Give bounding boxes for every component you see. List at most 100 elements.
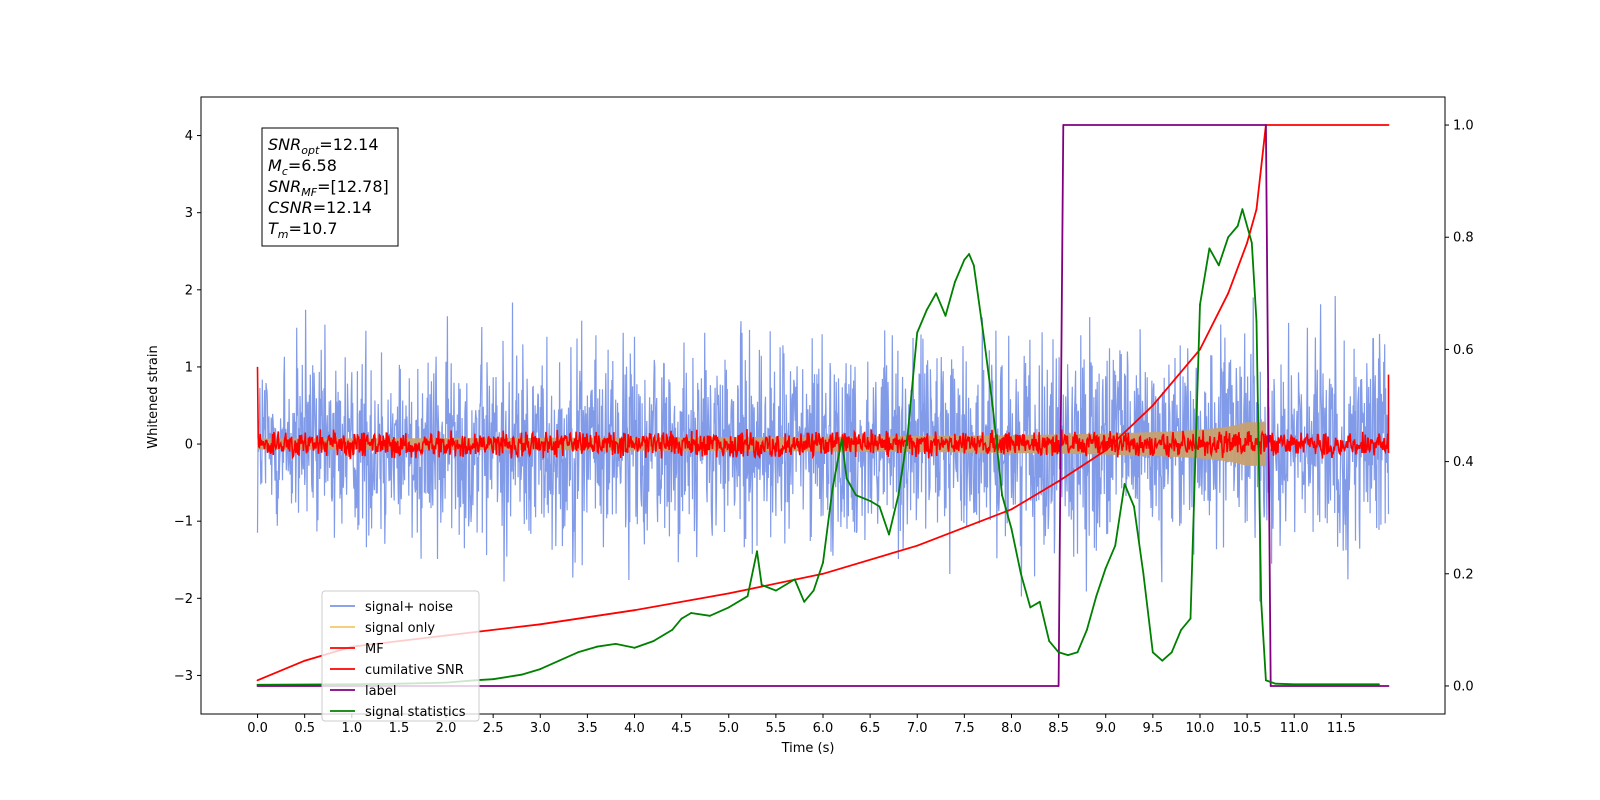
series-signal-statistics-point xyxy=(803,601,805,603)
series-mf-line xyxy=(256,366,1390,460)
series-cumulative-snr-segment xyxy=(1255,124,1267,211)
series-signal-statistics-segment xyxy=(1086,595,1098,631)
series-signal-statistics-segment xyxy=(1170,629,1182,654)
series-label-segment xyxy=(1265,124,1272,687)
x-tick-label: 5.0 xyxy=(718,721,739,736)
series-signal-statistics-segment xyxy=(916,309,928,334)
series-signal-statistics-segment xyxy=(1208,247,1220,267)
x-tick-label: 5.5 xyxy=(766,721,787,736)
series-cumulative-snr-point xyxy=(539,623,541,625)
series-signal-statistics-point xyxy=(855,494,857,496)
series-signal-statistics-point xyxy=(520,674,523,676)
legend-label: signal statistics xyxy=(365,705,466,720)
series-label-point xyxy=(1058,685,1060,687)
series-signal-statistics-segment xyxy=(897,432,909,497)
series-signal-statistics-point xyxy=(615,643,617,645)
y2-tick-label: 1.0 xyxy=(1453,119,1474,134)
series-signal-statistics-segment xyxy=(855,494,871,502)
series-signal-statistics-segment xyxy=(1114,483,1126,547)
x-tick-label: 2.0 xyxy=(436,721,457,736)
info-box-line: Mc=6.58 xyxy=(268,156,337,178)
axes: 0.0 0.5 1.0 1.5 2.0 2.5 3.0 3.5 4.0 4.5 5.0 5.5 6.0 6… xyxy=(174,96,1474,736)
series-signal-statistics-point xyxy=(1241,208,1243,210)
series-signal-statistics-segment xyxy=(793,578,806,603)
series-signal-statistics-point xyxy=(1274,683,1276,685)
y-tick-label: −2 xyxy=(174,592,193,607)
x-tick-label: 10.5 xyxy=(1233,721,1262,736)
legend: signal+ noise signal only MF cumilative SNR… xyxy=(321,590,480,722)
plot-area xyxy=(256,124,1390,687)
legend-label: MF xyxy=(365,642,384,657)
series-cumulative-snr-point xyxy=(1246,242,1248,244)
series-signal-statistics-point xyxy=(1189,618,1192,620)
series-signal-statistics-segment xyxy=(520,668,542,676)
series-signal-statistics-segment xyxy=(775,578,796,592)
series-signal-statistics-point xyxy=(926,309,928,311)
x-tick-label: 7.5 xyxy=(954,721,975,736)
x-tick-label: 0.0 xyxy=(247,721,268,736)
series-signal-statistics-segment xyxy=(1199,247,1211,306)
series-signal-statistics-segment xyxy=(991,404,1003,497)
x-tick-label: 1.0 xyxy=(341,721,362,736)
series-signal-statistics-segment xyxy=(1260,600,1267,682)
series-signal-statistics-segment xyxy=(1161,651,1173,662)
series-signal-statistics-segment xyxy=(577,648,589,654)
series-signal-statistics-point xyxy=(558,660,560,662)
series-signal-statistics-segment xyxy=(1189,303,1201,620)
series-signal-statistics-point xyxy=(690,612,692,614)
x-axis-label: Time (s) xyxy=(781,741,835,756)
series-signal-statistics-point xyxy=(973,264,975,266)
series-cumulative-snr-segment xyxy=(822,544,919,575)
x-tick-label: 11.0 xyxy=(1280,721,1309,736)
y2-tick-label: 0.6 xyxy=(1453,343,1474,358)
series-signal-statistics-point xyxy=(1058,651,1060,653)
series-signal-statistics-point xyxy=(1095,595,1097,597)
series-cumulative-snr-point xyxy=(1152,404,1154,407)
series-signal-statistics-segment xyxy=(982,331,994,407)
series-signal-statistics-point xyxy=(1265,679,1267,681)
series-label-point xyxy=(1387,685,1390,687)
series-signal-statistics-segment xyxy=(1250,241,1258,323)
series-label-point xyxy=(256,685,259,687)
y-tick-label: 2 xyxy=(185,283,193,298)
series-cumulative-snr-point xyxy=(916,545,918,547)
series-signal-statistics-point xyxy=(888,533,890,536)
series-signal-statistics-segment xyxy=(878,505,890,536)
series-signal-statistics-segment xyxy=(1095,567,1107,598)
series-cumulative-snr-segment xyxy=(1151,348,1201,407)
series-cumulative-snr-point xyxy=(1058,480,1060,482)
series-signal-statistics-point xyxy=(1237,225,1239,227)
series-cumulative-snr-point xyxy=(1105,449,1107,451)
series-signal-statistics-segment xyxy=(1048,640,1060,654)
series-signal-statistics-point xyxy=(652,640,655,642)
series-signal-statistics-segment xyxy=(1255,320,1263,603)
series-signal-statistics-segment xyxy=(539,659,560,670)
x-tick-label: 2.5 xyxy=(483,721,504,736)
series-signal-statistics-point xyxy=(954,281,956,283)
series-signal-statistics-point xyxy=(1180,629,1182,631)
series-signal-statistics-segment xyxy=(822,488,834,564)
series-signal-statistics-point xyxy=(1105,567,1107,569)
series-signal-statistics-point xyxy=(841,438,843,440)
series-signal-noise-line xyxy=(256,295,1390,602)
series-signal-statistics-segment xyxy=(1076,629,1088,654)
series-signal-statistics-segment xyxy=(727,595,749,609)
series-signal-statistics-point xyxy=(1086,629,1088,631)
series-signal-statistics-segment xyxy=(1067,651,1079,656)
series-signal-statistics-segment xyxy=(1029,600,1041,609)
series-signal-statistics-point xyxy=(539,668,541,670)
series-signal-statistics-point xyxy=(1199,303,1201,306)
series-signal-statistics-segment xyxy=(1180,617,1192,631)
series-signal-statistics-point xyxy=(596,646,598,648)
y2-tick-label: 0.2 xyxy=(1453,567,1474,582)
series-signal-statistics-point xyxy=(831,489,834,491)
series-cumulative-snr-point xyxy=(304,660,306,662)
series-signal-statistics-point xyxy=(1067,654,1069,656)
series-signal-statistics-point xyxy=(1227,236,1229,238)
y-tick-label: −1 xyxy=(174,515,193,530)
series-signal-statistics-point xyxy=(756,550,758,552)
series-signal-statistics-point xyxy=(747,595,749,597)
info-box-line: CSNR=12.14 xyxy=(268,198,372,217)
series-signal-statistics-point xyxy=(681,618,683,620)
series-signal-statistics-segment xyxy=(1217,236,1230,267)
